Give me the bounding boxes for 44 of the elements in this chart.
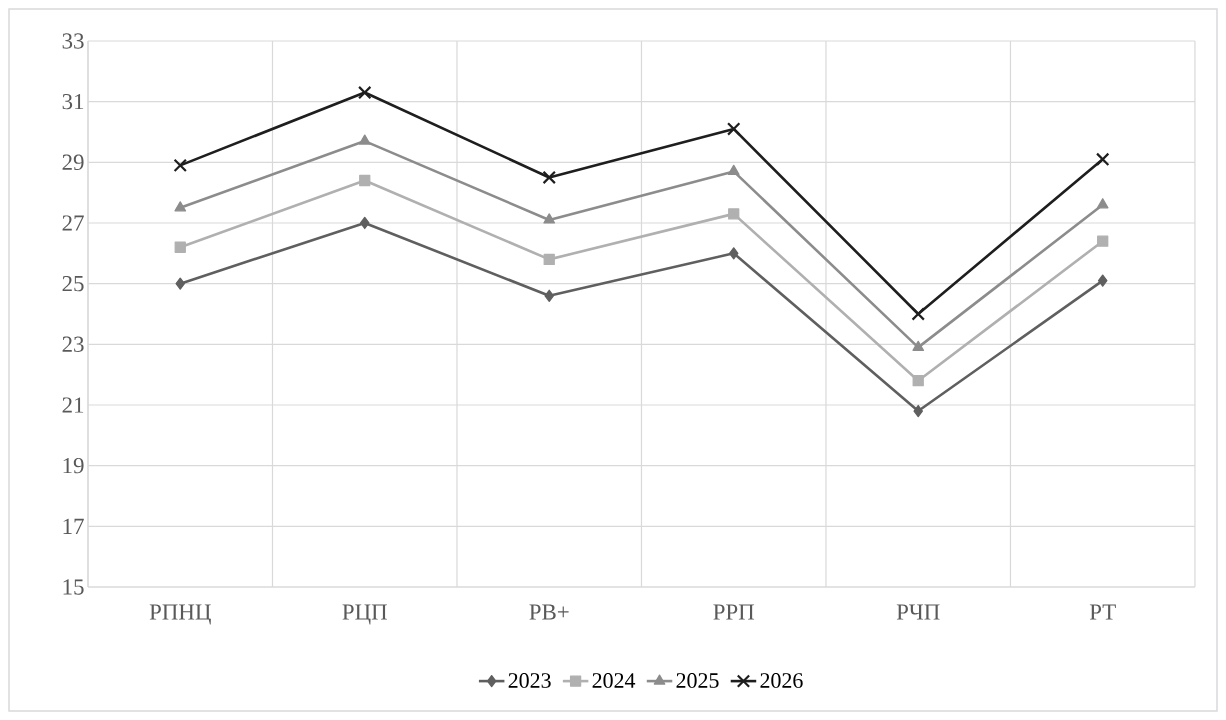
legend-label: 2024 [592, 673, 636, 688]
point [728, 208, 740, 220]
point [727, 164, 740, 176]
x-tick-label: РЧП [896, 604, 940, 620]
point [174, 241, 186, 253]
y-tick-label: 15 [63, 579, 84, 595]
x-tick-label: РТ [1089, 604, 1116, 620]
point [174, 201, 187, 212]
y-tick-label: 19 [63, 457, 84, 474]
point [728, 247, 739, 260]
point [911, 307, 925, 321]
legend-label: 2026 [760, 673, 803, 688]
point [173, 158, 188, 173]
point [912, 340, 925, 351]
y-tick-label: 23 [62, 336, 84, 353]
point [726, 122, 741, 136]
y-tick-label: 33 [62, 33, 84, 49]
point [1095, 152, 1110, 167]
y-tick-label: 17 [63, 518, 84, 534]
legend-label: 2025 [676, 673, 719, 688]
point [1097, 274, 1108, 287]
point [175, 277, 186, 290]
point [359, 216, 370, 230]
y-tick-label: 31 [62, 93, 84, 110]
point [1096, 198, 1109, 209]
point [542, 170, 556, 185]
point [1097, 235, 1109, 247]
x-tick-label: РЦП [342, 604, 387, 625]
point [543, 253, 555, 266]
point [543, 213, 556, 224]
point [358, 134, 371, 145]
point [544, 289, 555, 302]
y-tick-label: 25 [62, 275, 84, 292]
y-tick-label: 29 [62, 154, 84, 171]
x-tick-label: РРП [713, 604, 755, 620]
y-tick-label: 21 [62, 397, 84, 413]
y-tick-label: 27 [62, 215, 84, 231]
legend-label: 2023 [508, 673, 551, 688]
point [359, 174, 371, 187]
x-tick-label: РВ+ [529, 604, 569, 620]
point [912, 375, 924, 387]
x-tick-label: РПНЦ [149, 604, 211, 625]
point [913, 404, 923, 418]
point [357, 85, 372, 100]
